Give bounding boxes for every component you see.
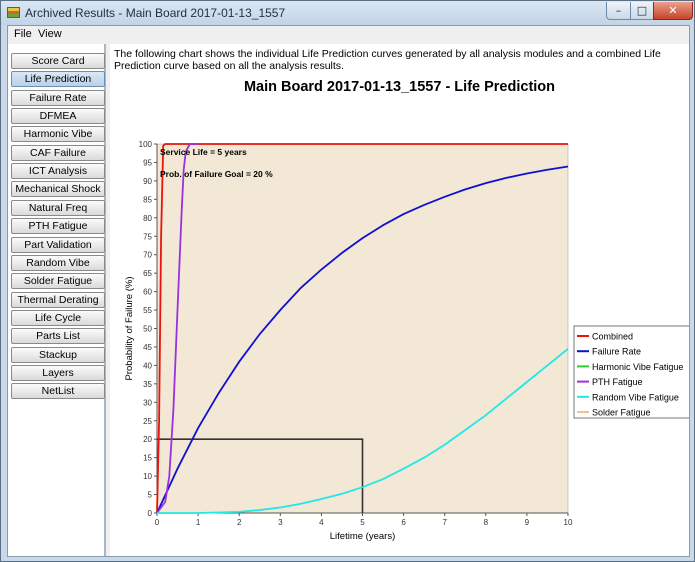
y-tick-label: 70 [143, 251, 152, 260]
legend-entry: Combined [592, 332, 633, 342]
y-tick-label: 65 [143, 269, 152, 278]
sidebar-item-stackup[interactable]: Stackup [11, 347, 105, 363]
x-tick-label: 7 [442, 518, 447, 527]
y-tick-label: 90 [143, 177, 152, 186]
y-tick-label: 30 [143, 398, 152, 407]
x-tick-label: 3 [278, 518, 283, 527]
y-tick-label: 60 [143, 288, 152, 297]
menu-bar: File View [8, 26, 689, 43]
legend-entry: PTH Fatigue [592, 377, 643, 387]
y-tick-label: 55 [143, 306, 152, 315]
series-line-failure-rate [156, 165, 569, 514]
minimize-button[interactable]: – [606, 2, 631, 20]
legend-box [573, 325, 689, 419]
sidebar-item-life-cycle[interactable]: Life Cycle [11, 310, 105, 326]
legend-entry: Harmonic Vibe Fatigue [592, 362, 683, 372]
client-area: File View Score Card Life Prediction Fai… [7, 25, 690, 557]
sidebar-item-netlist[interactable]: NetList [11, 383, 105, 399]
sidebar-item-part-validation[interactable]: Part Validation [11, 237, 105, 253]
app-icon [7, 7, 20, 18]
service-life-goal-box [157, 438, 364, 513]
sidebar-item-parts-list[interactable]: Parts List [11, 328, 105, 344]
series-line-random-vibe-fatigue [157, 348, 569, 514]
y-tick-label: 35 [143, 380, 152, 389]
sidebar-item-caf-failure[interactable]: CAF Failure [11, 145, 105, 161]
close-button[interactable]: ✕ [653, 2, 693, 20]
sidebar-item-ict-analysis[interactable]: ICT Analysis [11, 163, 105, 179]
sidebar-item-layers[interactable]: Layers [11, 365, 105, 381]
sidebar-item-pth-fatigue[interactable]: PTH Fatigue [11, 218, 105, 234]
y-tick-label: 15 [143, 454, 152, 463]
sidebar-item-random-vibe[interactable]: Random Vibe [11, 255, 105, 271]
x-tick-label: 8 [484, 518, 489, 527]
legend-entry: Failure Rate [592, 347, 641, 357]
x-tick-label: 2 [237, 518, 242, 527]
y-tick-label: 95 [143, 158, 152, 167]
chart-title: Main Board 2017-01-13_1557 - Life Predic… [243, 79, 556, 95]
sidebar-item-dfmea[interactable]: DFMEA [11, 108, 105, 124]
sidebar-item-life-prediction[interactable]: Life Prediction [11, 71, 105, 87]
sidebar-item-harmonic-vibe[interactable]: Harmonic Vibe [11, 126, 105, 142]
x-axis-label: Lifetime (years) [330, 531, 395, 542]
y-tick-label: 25 [143, 417, 152, 426]
life-prediction-chart: 0510152025303540455055606570758085909510… [124, 140, 689, 542]
y-tick-label: 0 [148, 509, 153, 518]
y-axis-label: Probability of Failure (%) [124, 276, 135, 380]
x-tick-label: 6 [401, 518, 406, 527]
y-tick-label: 45 [143, 343, 152, 352]
menu-file[interactable]: File [14, 28, 32, 40]
y-tick-label: 10 [143, 472, 152, 481]
title-bar[interactable]: Archived Results - Main Board 2017-01-13… [1, 1, 694, 25]
y-tick-label: 75 [143, 232, 152, 241]
window-title: Archived Results - Main Board 2017-01-13… [25, 6, 286, 20]
y-tick-label: 20 [143, 435, 152, 444]
sidebar-item-failure-rate[interactable]: Failure Rate [11, 90, 105, 106]
maximize-button[interactable]: □ [630, 2, 654, 20]
sidebar-item-mechanical-shock[interactable]: Mechanical Shock [11, 181, 105, 197]
x-tick-label: 0 [155, 518, 160, 527]
x-tick-label: 1 [196, 518, 201, 527]
sidebar-item-solder-fatigue[interactable]: Solder Fatigue [11, 273, 105, 289]
sidebar-item-thermal-derating[interactable]: Thermal Derating [11, 292, 105, 308]
main-content: The following chart shows the individual… [110, 44, 689, 556]
sidebar-item-natural-freq[interactable]: Natural Freq [11, 200, 105, 216]
y-tick-label: 40 [143, 361, 152, 370]
series-line-pth-fatigue [156, 143, 199, 514]
annotation-service-life: Service Life = 5 years [160, 147, 247, 157]
chart-description: The following chart shows the individual… [114, 48, 661, 72]
x-tick-label: 9 [525, 518, 530, 527]
sidebar-item-score-card[interactable]: Score Card [11, 53, 105, 69]
x-tick-label: 5 [360, 518, 365, 527]
legend-entry: Solder Fatigue [592, 408, 651, 418]
x-tick-label: 4 [319, 518, 324, 527]
sidebar: Score Card Life Prediction Failure Rate … [8, 44, 106, 556]
y-tick-label: 5 [148, 491, 153, 500]
y-tick-label: 80 [143, 214, 152, 223]
x-tick-label: 10 [564, 518, 573, 527]
series-line-combined [156, 143, 568, 514]
legend-entry: Random Vibe Fatigue [592, 392, 679, 402]
annotation-failure-goal: Prob. of Failure Goal = 20 % [160, 169, 273, 179]
y-tick-label: 50 [143, 325, 152, 334]
menu-view[interactable]: View [38, 28, 62, 40]
y-tick-label: 85 [143, 195, 152, 204]
y-tick-label: 100 [139, 140, 153, 149]
